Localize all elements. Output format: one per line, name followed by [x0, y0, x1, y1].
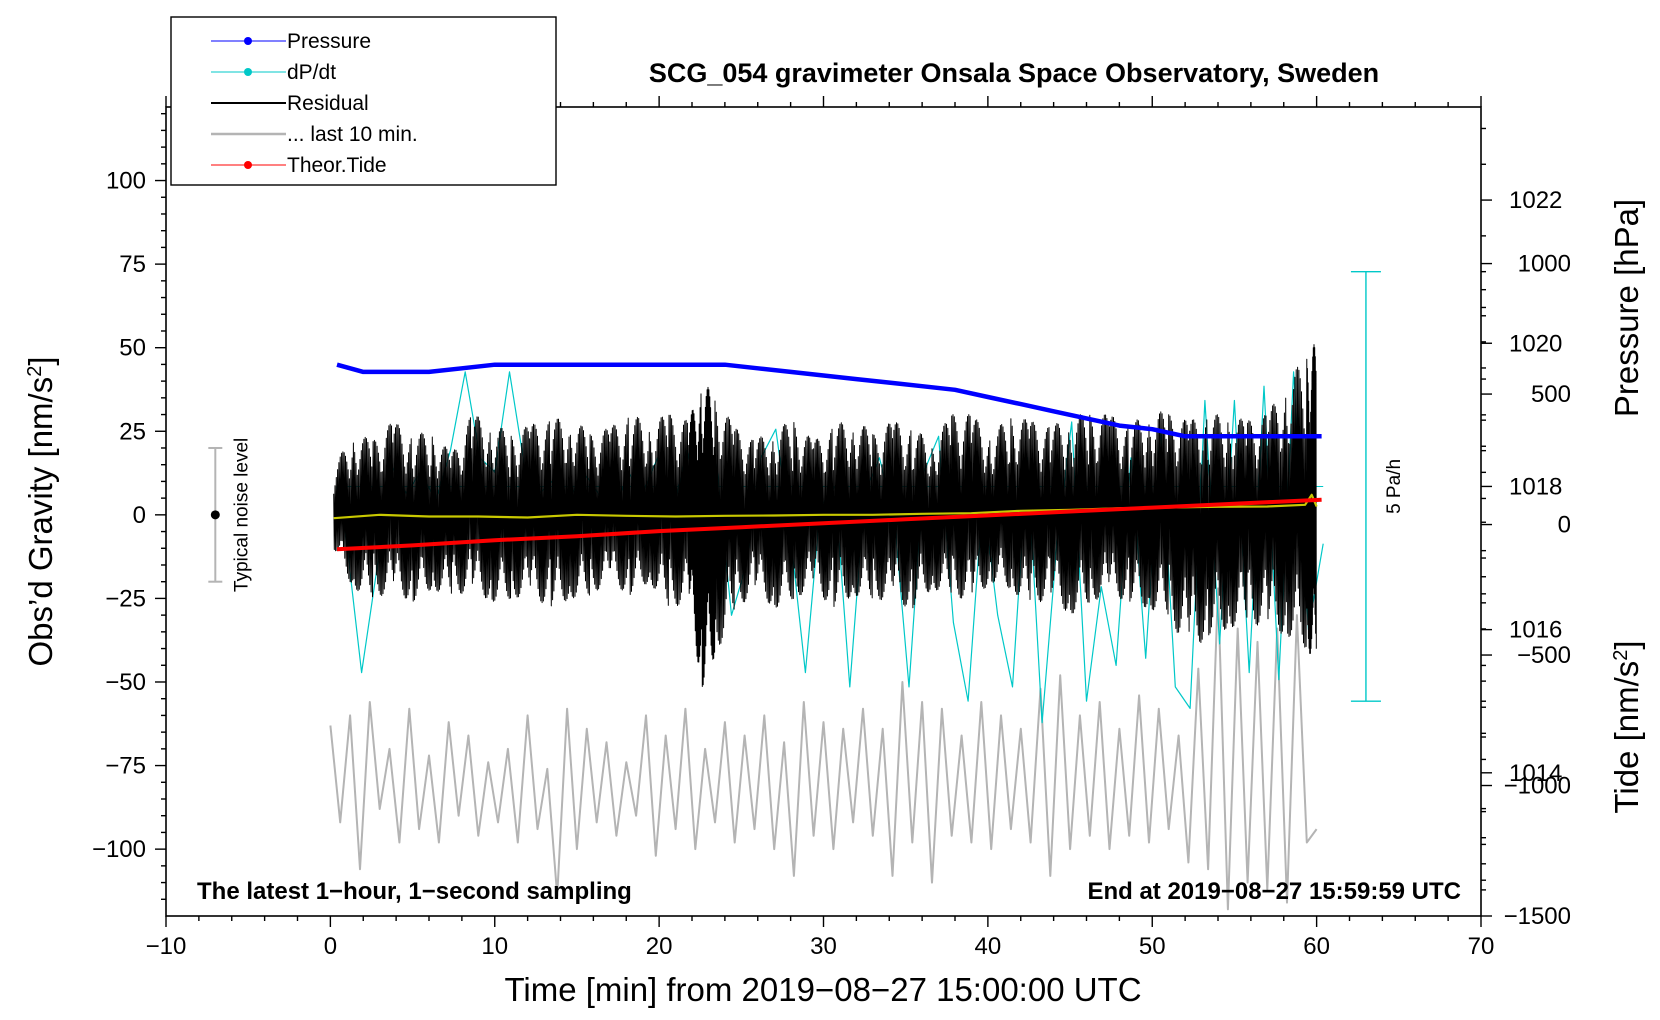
x-tick-label: 20	[646, 933, 673, 960]
y-tick-label-gravity: 50	[119, 335, 146, 362]
y-tick-label-gravity: 0	[133, 502, 146, 529]
y-axis-title-gravity-base: Obs’d Gravity [nm/s	[22, 377, 59, 667]
y-axis-title-gravity-sup: 2	[24, 366, 46, 377]
chart-title: SCG_054 gravimeter Onsala Space Observat…	[649, 58, 1379, 88]
y-tick-label-pressure: 1014	[1509, 760, 1562, 787]
noise-level-center-dot	[210, 510, 220, 520]
x-tick-label: 0	[324, 933, 337, 960]
legend: Pressure dP/dt Residual ... last 10 min. The…	[170, 16, 557, 186]
x-tick-label: 50	[1139, 933, 1166, 960]
y-tick-label-gravity: 25	[119, 418, 146, 445]
legend-label: Theor.Tide	[287, 154, 387, 177]
series-layer	[329, 344, 1324, 911]
x-tick-label: 30	[810, 933, 837, 960]
x-tick-label: −10	[146, 933, 187, 960]
series-residual-smoothed-line	[333, 493, 1318, 520]
y-axis-title-gravity-close: ]	[22, 356, 59, 365]
y-tick-label-gravity: 100	[106, 168, 146, 195]
legend-swatch-marker	[244, 161, 252, 169]
x-tick-label: 40	[975, 933, 1002, 960]
y-axis-title-tide-base: Tide [nm/s	[1608, 661, 1645, 814]
y-tick-label-pressure: 1020	[1509, 330, 1562, 357]
legend-swatch-marker	[244, 68, 252, 76]
y-tick-label-gravity: −50	[105, 669, 146, 696]
legend-label: dP/dt	[287, 61, 336, 84]
legend-swatch-marker	[244, 37, 252, 45]
y-axis-title-gravity: Obs’d Gravity [nm/s2]	[22, 356, 59, 666]
y-tick-label-gravity: −100	[92, 836, 146, 863]
x-tick-label: 70	[1468, 933, 1495, 960]
y-tick-label-pressure: 1018	[1509, 473, 1562, 500]
y-tick-label-tide: −1500	[1504, 903, 1571, 930]
y-tick-label-pressure: 1022	[1509, 187, 1562, 214]
legend-label: ... last 10 min.	[287, 123, 418, 146]
scale-bar-label: 5 Pa/h	[1384, 459, 1405, 514]
series-last-10-min-line	[329, 587, 1318, 911]
y-tick-label-pressure: 1016	[1509, 617, 1562, 644]
x-axis-title: Time [min] from 2019−08−27 15:00:00 UTC	[504, 971, 1141, 1008]
legend-label: Pressure	[287, 30, 371, 53]
axes-layer: −10 0 10 20 30 40 50 60 701007550250−25−50−75−10…	[92, 96, 1571, 960]
series-pressure-line	[336, 362, 1322, 439]
legend-box	[170, 16, 557, 186]
note-end-time: End at 2019−08−27 15:59:59 UTC	[1087, 878, 1461, 905]
y-axis-title-tide: Tide [nm/s2]	[1608, 640, 1645, 813]
y-axis-title-tide-sup: 2	[1610, 650, 1632, 661]
series-residual-line	[333, 344, 1317, 687]
y-tick-label-tide: 0	[1558, 512, 1571, 539]
x-tick-label: 10	[481, 933, 508, 960]
noise-level-label: Typical noise level	[231, 438, 252, 592]
y-axis-title-tide-close: ]	[1608, 640, 1645, 649]
y-tick-label-tide: −500	[1517, 642, 1571, 669]
series-theor-tide-line	[336, 497, 1322, 552]
x-tick-label: 60	[1303, 933, 1330, 960]
y-tick-label-gravity: −25	[105, 585, 146, 612]
y-tick-label-gravity: −75	[105, 753, 146, 780]
legend-label: Residual	[287, 92, 369, 115]
y-tick-label-tide: 500	[1531, 381, 1571, 408]
y-tick-label-tide: 1000	[1518, 251, 1571, 278]
annotation-layer	[208, 270, 1381, 702]
y-axis-title-pressure: Pressure [hPa]	[1608, 199, 1645, 417]
y-tick-label-tide: −1000	[1504, 773, 1571, 800]
y-tick-label-gravity: 75	[119, 251, 146, 278]
note-sampling: The latest 1−hour, 1−second sampling	[197, 878, 632, 905]
